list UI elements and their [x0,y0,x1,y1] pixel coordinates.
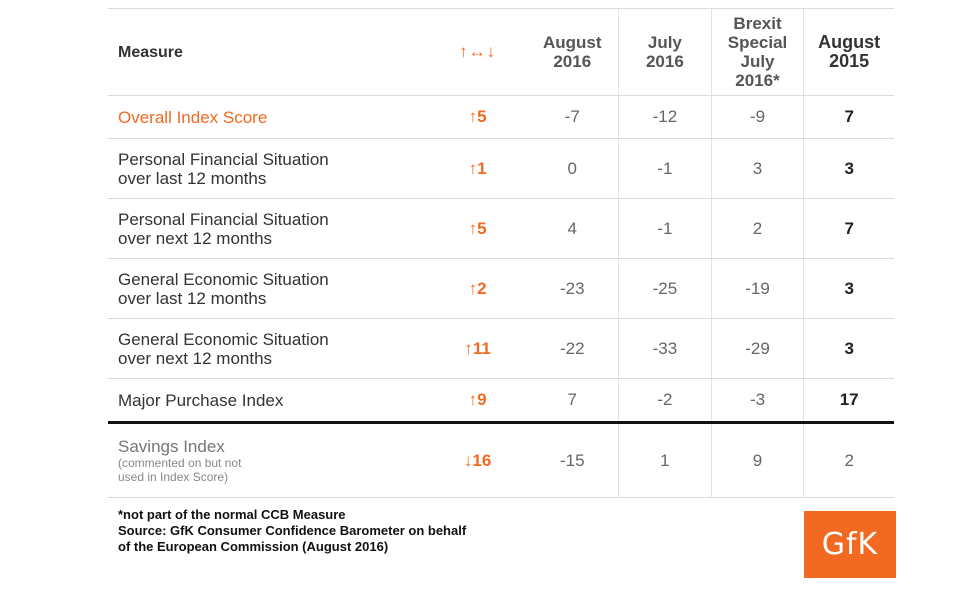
change-value: ↑11 [464,338,491,358]
aug-2015-value: 2 [844,450,854,470]
row-label: Overall Index Score [118,107,268,127]
jul-2016-value: -2 [657,390,673,409]
change-value: ↑5 [468,107,487,126]
row-label: General Economic Situation over last 12 … [118,269,329,308]
aug-2016-value: -23 [559,278,585,298]
footnote-line: of the European Commission (August 2016) [118,539,389,554]
brexit-value: -3 [749,390,766,409]
jul-2016-value: -25 [652,278,678,298]
brexit-value: 3 [752,158,763,178]
jul-2016-value: 1 [660,450,670,470]
header-measure-cell: Measure [108,9,429,95]
aug-2016-value: 0 [567,158,577,178]
row-label: Major Purchase Index [118,390,284,410]
table-row: Overall Index Score ↑5 -7 -12 -9 7 [108,96,894,139]
change-value: ↑9 [468,390,487,409]
change-value: ↑1 [468,158,487,178]
row-label: Personal Financial Situation over last 1… [118,149,329,188]
brexit-value: -19 [745,278,770,298]
footnote-line: *not part of the normal CCB Measure [118,507,346,522]
jul-2016-value: -33 [652,338,678,358]
header-july-2016: July 2016 [645,33,684,71]
table-row: Major Purchase Index ↑9 7 -2 -3 17 [108,379,894,424]
gfk-logo: GfK [804,511,896,578]
brexit-value: 2 [752,218,763,238]
measure-cell: Major Purchase Index [108,379,429,421]
change-value: ↑5 [468,218,487,238]
measure-cell: General Economic Situation over next 12 … [108,319,429,378]
change-value: ↑2 [468,278,487,298]
aug-2015-value: 7 [844,107,854,126]
brexit-value: -9 [749,107,766,126]
aug-2015-value: 7 [844,218,854,238]
savings-note: used in Index Score) [118,470,229,484]
header-august-2015: August 2015 [818,32,881,71]
savings-row: Savings Index (commented on but not used… [108,424,894,498]
header-august-2016-cell: August 2016 [526,9,618,95]
measure-cell: Savings Index (commented on but not used… [108,424,429,497]
aug-2015-value: 3 [844,278,854,298]
aug-2015-value: 17 [839,390,859,409]
aug-2016-value: -15 [559,450,585,470]
table-row: Personal Financial Situation over next 1… [108,199,894,259]
change-value: ↓16 [463,450,492,470]
consumer-confidence-table: Measure ↑↔↓ August 2016 July 2016 Brexit… [108,8,894,498]
measure-cell: Overall Index Score [108,96,429,138]
header-august-2016: August 2016 [542,33,602,71]
measure-cell: General Economic Situation over last 12 … [108,259,429,318]
aug-2015-value: 3 [844,338,854,358]
savings-note: (commented on but not [118,456,242,470]
table-row: General Economic Situation over last 12 … [108,259,894,319]
savings-label: Savings Index [118,437,225,456]
change-direction-icon: ↑↔↓ [459,42,497,61]
measure-cell: Personal Financial Situation over next 1… [108,199,429,258]
header-brexit-special: Brexit Special July 2016* [727,14,788,90]
header-change-cell: ↑↔↓ [429,9,527,95]
footnote: *not part of the normal CCB Measure Sour… [118,507,618,555]
table-row: General Economic Situation over next 12 … [108,319,894,379]
row-label: General Economic Situation over next 12 … [118,329,329,368]
measure-cell: Personal Financial Situation over last 1… [108,139,429,198]
aug-2016-value: 4 [567,218,577,238]
header-measure: Measure [118,43,183,61]
aug-2016-value: 7 [567,390,577,409]
footnote-line: Source: GfK Consumer Confidence Baromete… [118,523,467,538]
row-label: Personal Financial Situation over next 1… [118,209,329,248]
aug-2015-value: 3 [844,158,854,178]
jul-2016-value: -1 [657,158,673,178]
table-row: Personal Financial Situation over last 1… [108,139,894,199]
brexit-value: -29 [745,338,770,358]
aug-2016-value: -22 [559,338,585,358]
table-header-row: Measure ↑↔↓ August 2016 July 2016 Brexit… [108,8,894,96]
aug-2016-value: -7 [564,107,580,126]
header-brexit-special-cell: Brexit Special July 2016* [710,9,804,95]
jul-2016-value: -1 [657,218,673,238]
header-august-2015-cell: August 2015 [803,9,894,95]
jul-2016-value: -12 [652,107,678,126]
header-july-2016-cell: July 2016 [618,9,711,95]
brexit-value: 9 [752,450,763,470]
